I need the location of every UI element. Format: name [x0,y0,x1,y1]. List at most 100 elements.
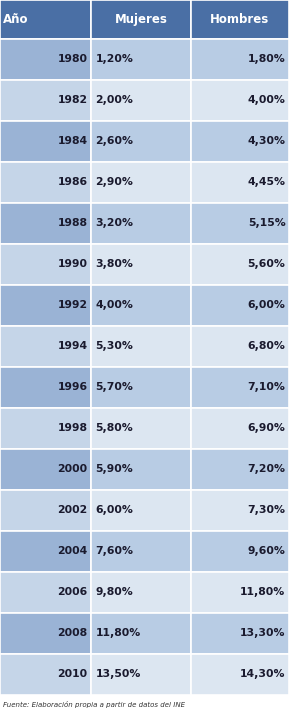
Bar [191,490,289,531]
Text: 1986: 1986 [58,177,88,187]
Bar [191,326,289,367]
Bar [0,654,91,695]
Bar [191,244,289,285]
Text: 9,80%: 9,80% [95,588,133,598]
Text: 2010: 2010 [58,669,88,679]
Text: 5,60%: 5,60% [248,260,286,270]
Bar [191,203,289,244]
Bar [91,326,191,367]
Bar [0,531,91,572]
Bar [91,490,191,531]
Text: 6,80%: 6,80% [248,341,286,351]
Text: 6,90%: 6,90% [248,423,286,433]
Bar [191,449,289,490]
Text: 1980: 1980 [58,54,88,64]
Text: 6,00%: 6,00% [95,506,133,516]
Bar [0,367,91,408]
Text: 3,20%: 3,20% [95,218,133,228]
Text: 13,30%: 13,30% [240,628,286,638]
Text: 1994: 1994 [58,341,88,351]
Text: 5,80%: 5,80% [95,423,133,433]
Text: 4,30%: 4,30% [248,136,286,146]
Text: 7,20%: 7,20% [248,464,286,474]
Text: 13,50%: 13,50% [95,669,141,679]
Text: 14,30%: 14,30% [240,669,286,679]
Text: 1982: 1982 [58,95,88,105]
Text: Fuente: Elaboración propia a partir de datos del INE: Fuente: Elaboración propia a partir de d… [3,701,185,709]
Text: 5,15%: 5,15% [248,218,286,228]
Text: 2,90%: 2,90% [95,177,133,187]
Bar [91,654,191,695]
Text: 2000: 2000 [58,464,88,474]
Bar [191,613,289,654]
Bar [191,408,289,449]
Text: 7,30%: 7,30% [248,506,286,516]
Text: 1992: 1992 [58,300,88,310]
Bar [191,367,289,408]
Bar [0,613,91,654]
Bar [191,79,289,121]
Text: 1998: 1998 [58,423,88,433]
Bar [0,162,91,203]
Text: 1,20%: 1,20% [95,54,133,64]
Text: 1,80%: 1,80% [248,54,286,64]
Bar [91,121,191,162]
Bar [91,0,191,39]
Bar [191,572,289,613]
Bar [191,121,289,162]
Bar [91,162,191,203]
Text: 2004: 2004 [57,546,88,556]
Bar [91,244,191,285]
Bar [0,408,91,449]
Text: 2002: 2002 [57,506,88,516]
Bar [191,654,289,695]
Text: 5,90%: 5,90% [95,464,133,474]
Text: Mujeres: Mujeres [114,13,167,26]
Text: 1988: 1988 [58,218,88,228]
Text: 5,30%: 5,30% [95,341,133,351]
Bar [91,367,191,408]
Text: 3,80%: 3,80% [95,260,133,270]
Bar [0,203,91,244]
Bar [0,285,91,326]
Text: 2006: 2006 [57,588,88,598]
Text: 9,60%: 9,60% [248,546,286,556]
Text: 4,00%: 4,00% [248,95,286,105]
Bar [0,326,91,367]
Bar [0,79,91,121]
Bar [91,39,191,79]
Text: 7,10%: 7,10% [248,383,286,393]
Bar [91,285,191,326]
Bar [0,39,91,79]
Bar [0,121,91,162]
Text: 5,70%: 5,70% [95,383,133,393]
Text: 1984: 1984 [58,136,88,146]
Text: Año: Año [3,13,28,26]
Bar [191,0,289,39]
Bar [0,490,91,531]
Text: 4,45%: 4,45% [248,177,286,187]
Text: 11,80%: 11,80% [95,628,141,638]
Bar [191,162,289,203]
Bar [91,408,191,449]
Bar [91,79,191,121]
Bar [91,531,191,572]
Bar [91,613,191,654]
Bar [191,531,289,572]
Bar [0,449,91,490]
Bar [191,39,289,79]
Bar [91,203,191,244]
Text: 11,80%: 11,80% [240,588,286,598]
Bar [91,572,191,613]
Text: 6,00%: 6,00% [248,300,286,310]
Text: Hombres: Hombres [210,13,270,26]
Text: 2,60%: 2,60% [95,136,133,146]
Text: 2008: 2008 [58,628,88,638]
Text: 7,60%: 7,60% [95,546,133,556]
Text: 2,00%: 2,00% [95,95,133,105]
Bar [91,449,191,490]
Bar [0,572,91,613]
Bar [191,285,289,326]
Text: 1990: 1990 [58,260,88,270]
Bar [0,0,91,39]
